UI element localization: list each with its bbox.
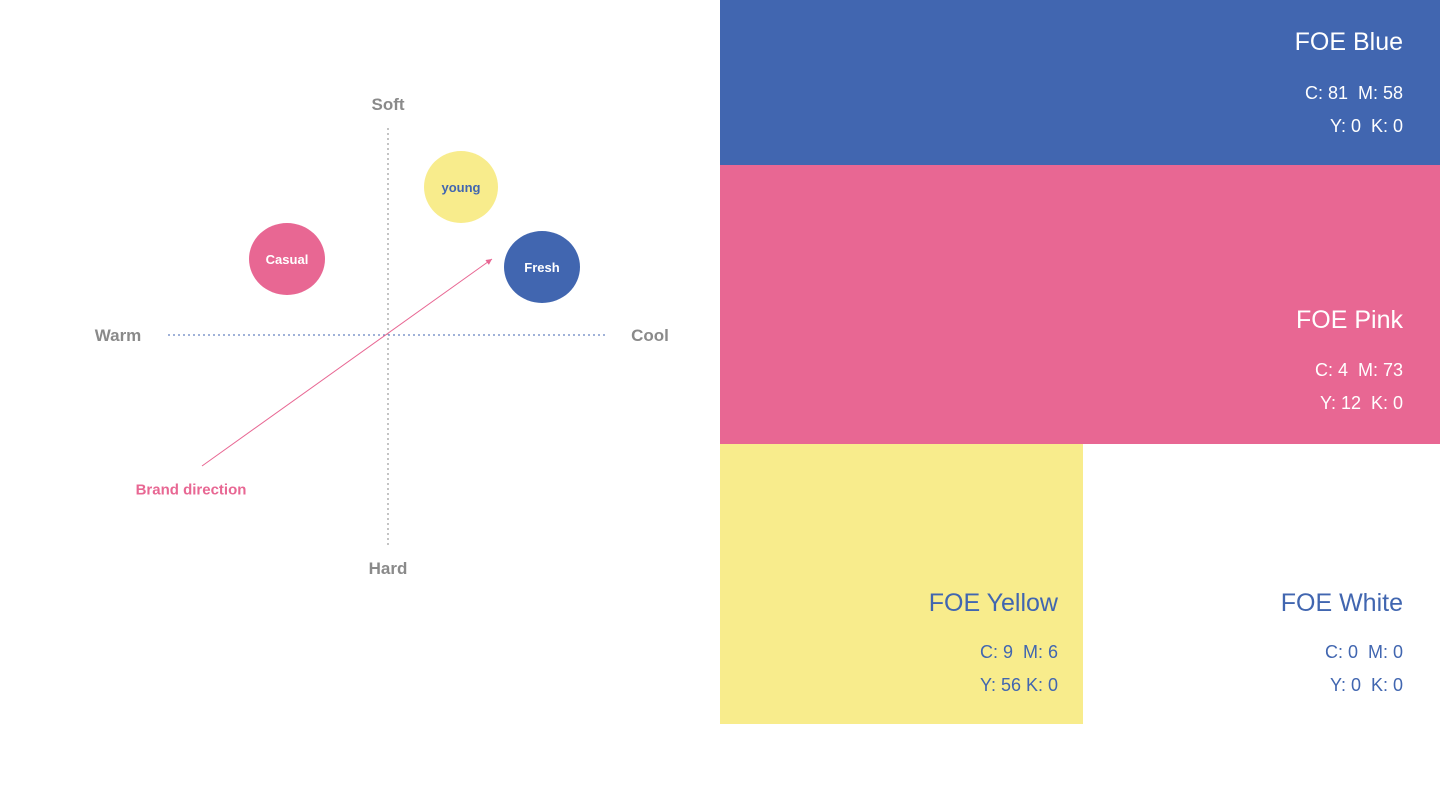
axis-label-warm: Warm	[94, 326, 142, 345]
swatch-cmyk-line1: C: 0 M: 0	[1324, 642, 1403, 662]
brand-direction-arrow	[201, 258, 493, 467]
swatch-foe-pink: FOE Pink C: 4 M: 73 Y: 12 K: 0	[720, 165, 1440, 444]
swatch-cmyk-line2: Y: 0 K: 0	[1329, 675, 1403, 695]
swatch-cmyk-line1: C: 9 M: 6	[979, 642, 1058, 662]
map-lines	[168, 128, 608, 548]
bubble-fresh: Fresh	[504, 231, 580, 303]
bubble-young: young	[424, 151, 498, 223]
swatch-foe-yellow: FOE Yellow C: 9 M: 6 Y: 56 K: 0	[720, 444, 1083, 724]
brand-direction-label: Brand direction	[135, 481, 247, 499]
swatch-cmyk-line1: C: 81 M: 58	[1304, 83, 1403, 103]
brand-positioning-map: Soft Hard Warm Cool young Casual Fresh B…	[94, 95, 669, 578]
swatch-name: FOE Pink	[1296, 306, 1403, 334]
swatch-name: FOE White	[1280, 589, 1403, 617]
axis-label-soft: Soft	[371, 95, 405, 114]
swatch-cmyk-line1: C: 4 M: 73	[1314, 360, 1403, 380]
swatch-cmyk-line2: Y: 56 K: 0	[979, 675, 1058, 695]
swatch-name: FOE Blue	[1294, 28, 1403, 56]
swatch-name: FOE Yellow	[928, 589, 1058, 617]
axis-label-hard: Hard	[368, 559, 408, 578]
swatch-cmyk-line2: Y: 12 K: 0	[1319, 393, 1403, 413]
swatch-foe-white: FOE White C: 0 M: 0 Y: 0 K: 0	[1083, 444, 1440, 724]
swatch-foe-blue: FOE Blue C: 81 M: 58 Y: 0 K: 0	[720, 0, 1440, 165]
axis-label-cool: Cool	[631, 326, 669, 345]
bubble-casual: Casual	[249, 223, 325, 295]
swatch-cmyk-line2: Y: 0 K: 0	[1329, 116, 1403, 136]
